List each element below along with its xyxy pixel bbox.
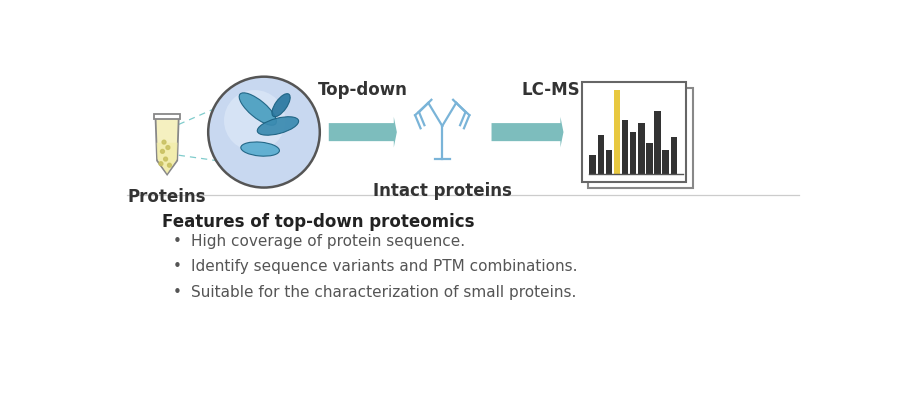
Text: High coverage of protein sequence.: High coverage of protein sequence. [191,234,465,249]
Bar [638,123,644,175]
Polygon shape [155,117,179,175]
Ellipse shape [257,117,299,135]
Text: Suitable for the characterization of small proteins.: Suitable for the characterization of sma… [191,285,576,300]
Circle shape [159,162,162,166]
Polygon shape [156,143,178,174]
Circle shape [224,90,285,151]
Bar [597,135,603,175]
Text: Proteins: Proteins [128,188,207,206]
Bar [587,88,692,188]
Text: •: • [173,234,181,249]
Ellipse shape [272,94,290,117]
Bar [605,150,612,175]
Bar [589,155,595,175]
Bar [153,114,180,120]
Bar [630,132,636,175]
Circle shape [163,157,168,161]
Text: Intact proteins: Intact proteins [373,182,511,200]
Text: •: • [173,285,181,300]
Text: LC-MS: LC-MS [520,81,579,99]
Text: Top-down: Top-down [318,81,408,99]
Circle shape [168,163,171,167]
Bar [621,120,628,175]
Bar [662,150,668,175]
Text: •: • [173,259,181,274]
Bar [654,111,660,175]
Ellipse shape [239,93,276,125]
Circle shape [166,146,170,149]
Bar [581,82,686,182]
Circle shape [208,77,319,188]
Text: Features of top-down proteomics: Features of top-down proteomics [161,213,474,231]
Circle shape [161,149,164,153]
Bar [670,137,676,175]
Bar [613,90,620,175]
Ellipse shape [241,142,279,156]
Text: Identify sequence variants and PTM combinations.: Identify sequence variants and PTM combi… [191,259,577,274]
Bar [646,144,652,175]
Circle shape [161,140,166,144]
